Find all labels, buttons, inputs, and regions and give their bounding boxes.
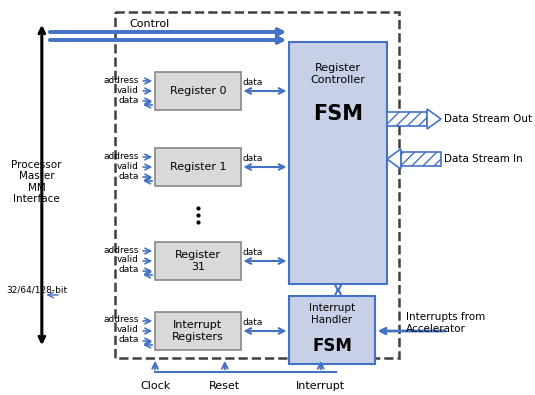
FancyBboxPatch shape — [289, 296, 374, 364]
Text: Register
Controller: Register Controller — [311, 63, 365, 85]
Text: Interrupts from
Accelerator: Interrupts from Accelerator — [406, 312, 485, 334]
Text: data: data — [118, 265, 139, 275]
Text: Reset: Reset — [209, 381, 240, 391]
Text: Register 0: Register 0 — [170, 86, 226, 96]
Text: Interrupt
Handler: Interrupt Handler — [309, 303, 355, 325]
Text: address: address — [103, 152, 139, 160]
Text: valid: valid — [117, 162, 139, 171]
Text: address: address — [103, 316, 139, 325]
Text: FSM: FSM — [312, 337, 352, 355]
Text: data: data — [242, 248, 263, 257]
Text: data: data — [242, 78, 263, 87]
Text: FSM: FSM — [313, 104, 363, 124]
FancyBboxPatch shape — [155, 72, 241, 110]
Text: address: address — [103, 246, 139, 254]
Text: data: data — [118, 171, 139, 181]
Polygon shape — [427, 109, 441, 129]
Text: data: data — [242, 154, 263, 163]
Text: 32/64/128-bit: 32/64/128-bit — [6, 286, 67, 295]
Bar — [387, 112, 427, 126]
FancyBboxPatch shape — [289, 42, 387, 284]
Text: data: data — [242, 318, 263, 327]
Text: valid: valid — [117, 256, 139, 265]
FancyBboxPatch shape — [155, 148, 241, 186]
Text: valid: valid — [117, 325, 139, 335]
FancyBboxPatch shape — [155, 242, 241, 280]
Text: data: data — [118, 96, 139, 105]
Text: Clock: Clock — [140, 381, 170, 391]
Text: valid: valid — [117, 85, 139, 94]
Text: address: address — [103, 75, 139, 85]
Text: Interrupt: Interrupt — [296, 381, 345, 391]
FancyBboxPatch shape — [155, 312, 241, 350]
Bar — [401, 152, 441, 166]
Polygon shape — [387, 149, 401, 169]
Text: Data Stream In: Data Stream In — [445, 154, 523, 164]
Text: data: data — [118, 335, 139, 344]
Text: Data Stream Out: Data Stream Out — [445, 114, 532, 124]
Text: Register 1: Register 1 — [170, 162, 226, 172]
Text: Control: Control — [129, 19, 169, 29]
Text: Processor
Master
MM
Interface: Processor Master MM Interface — [11, 160, 62, 204]
Text: Register
31: Register 31 — [175, 250, 221, 272]
Text: Interrupt
Registers: Interrupt Registers — [172, 320, 224, 342]
